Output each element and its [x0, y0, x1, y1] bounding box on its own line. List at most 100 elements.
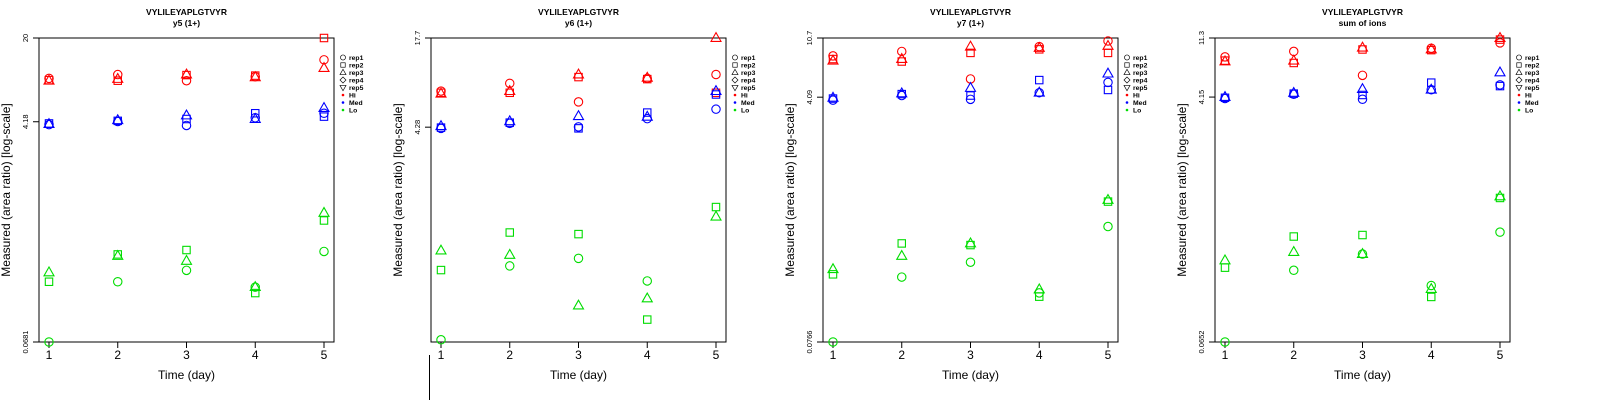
legend-label: rep1 — [349, 55, 364, 62]
data-point — [1102, 39, 1114, 50]
legend-symbol — [1516, 62, 1522, 68]
x-tick-label: 2 — [1290, 348, 1297, 362]
data-point — [1357, 94, 1368, 104]
x-tick-label: 3 — [183, 348, 190, 362]
legend-color-dot — [1517, 101, 1521, 104]
legend-label: rep4 — [349, 78, 364, 85]
data-point — [1358, 230, 1367, 240]
legend-entry: rep4 — [1515, 76, 1540, 85]
data-point — [44, 337, 54, 347]
legend-symbol — [732, 62, 738, 68]
data-point — [504, 261, 515, 271]
legend-color-dot — [1517, 93, 1521, 97]
legend-label: Hi — [349, 93, 356, 100]
data-point — [1102, 67, 1114, 78]
legend-symbol — [731, 68, 739, 75]
data-point — [180, 68, 193, 79]
data-point — [1103, 48, 1113, 58]
data-point — [966, 48, 975, 58]
legend-label: rep4 — [1525, 78, 1540, 85]
x-tick-label: 2 — [898, 348, 905, 362]
legend-entry: Hi — [733, 93, 748, 100]
legend-color-dot — [733, 101, 737, 104]
data-point — [43, 265, 55, 277]
legend-color-dot — [1125, 101, 1129, 104]
data-point — [1287, 86, 1300, 97]
data-point — [503, 248, 516, 259]
data-point — [318, 61, 330, 73]
data-point — [574, 124, 583, 133]
data-point — [319, 246, 329, 257]
legend-marker — [1515, 68, 1523, 75]
data-point — [1033, 86, 1046, 97]
legend-entry: rep5 — [1123, 85, 1148, 92]
data-point — [828, 270, 838, 279]
y-tick-label: 4.28 — [413, 120, 422, 135]
legend-label: Hi — [1525, 93, 1532, 100]
data-point — [318, 206, 330, 217]
legend-label: rep5 — [349, 85, 364, 92]
data-point — [1289, 58, 1299, 68]
data-point — [1035, 75, 1044, 85]
legend-entry: Lo — [341, 108, 357, 115]
data-point — [1034, 87, 1045, 98]
data-point — [113, 69, 123, 80]
y-tick-label: 4.18 — [21, 114, 30, 129]
chart-title: VYLILEYAPLGTVYR — [146, 7, 227, 17]
data-point — [1427, 78, 1436, 87]
legend-entry: rep3 — [1123, 68, 1148, 77]
data-point — [1356, 247, 1369, 258]
data-point — [895, 52, 908, 64]
data-point — [1425, 282, 1438, 294]
legend-label: rep2 — [741, 63, 756, 70]
legend-marker — [339, 76, 347, 84]
legend-marker — [1516, 54, 1522, 61]
data-point — [319, 216, 329, 225]
legend-marker — [731, 68, 739, 75]
data-point — [1103, 36, 1113, 46]
data-point — [111, 113, 124, 125]
legend-label: rep2 — [1133, 63, 1148, 70]
data-point — [1103, 221, 1113, 232]
legend-label: rep5 — [1133, 85, 1148, 92]
data-point — [505, 228, 514, 237]
data-point — [181, 75, 192, 86]
data-point — [111, 249, 124, 260]
data-point — [1495, 227, 1505, 237]
legend-entry: Med — [341, 100, 363, 107]
y-tick-label: 0.0681 — [21, 331, 30, 354]
legend-entry: rep5 — [1515, 85, 1540, 92]
legend-entry: Med — [1517, 100, 1539, 107]
data-point — [1102, 193, 1114, 204]
data-point — [641, 291, 654, 303]
data-point — [1426, 280, 1437, 291]
chart-subtitle: y7 (1+) — [957, 18, 984, 28]
data-point — [44, 277, 54, 287]
data-point — [574, 72, 583, 82]
legend-marker — [1516, 62, 1522, 68]
data-point — [1220, 263, 1230, 272]
data-point — [711, 104, 721, 114]
data-point — [1289, 265, 1299, 276]
legend-color-dot — [341, 101, 345, 104]
plot-frame — [430, 37, 727, 343]
data-point — [711, 69, 721, 80]
legend-entry: Lo — [1125, 108, 1141, 115]
legend-marker — [1123, 85, 1131, 92]
data-point — [642, 315, 652, 324]
legend-label: rep1 — [1133, 55, 1148, 62]
y-tick-label: 11.3 — [1197, 31, 1206, 45]
x-tick-label: 5 — [1105, 348, 1112, 362]
data-point — [249, 70, 262, 82]
legend-entry: rep2 — [1516, 62, 1540, 70]
data-point — [1219, 90, 1231, 102]
legend-symbol — [340, 54, 346, 61]
legend-symbol — [1123, 76, 1131, 84]
legend-symbol — [1123, 85, 1131, 92]
data-point — [1357, 249, 1368, 259]
legend-symbol — [1516, 54, 1522, 61]
y-tick-label: 0.0652 — [1197, 331, 1206, 354]
legend-entry: rep2 — [732, 62, 756, 70]
chart-title: VYLILEYAPLGTVYR — [538, 7, 619, 17]
